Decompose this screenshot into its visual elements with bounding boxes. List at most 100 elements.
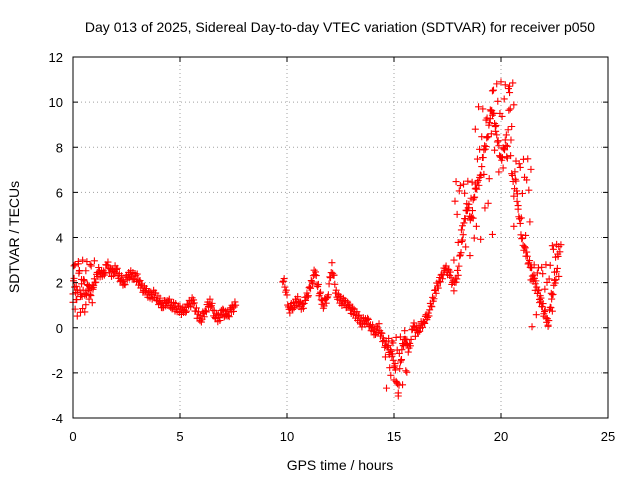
data-point	[453, 275, 461, 283]
data-point	[401, 335, 409, 343]
data-point	[70, 262, 78, 270]
data-point	[521, 243, 529, 251]
data-point	[481, 204, 489, 212]
data-point	[391, 360, 399, 368]
data-point	[517, 231, 525, 239]
data-point	[463, 207, 471, 215]
data-point	[531, 286, 539, 294]
y-tick-label: 2	[56, 276, 63, 291]
data-point	[514, 205, 522, 213]
data-point	[113, 264, 121, 272]
data-point	[429, 293, 437, 301]
data-point	[225, 312, 233, 320]
data-point	[299, 300, 307, 308]
data-point	[545, 317, 553, 325]
data-point	[513, 187, 521, 195]
data-point	[81, 308, 89, 316]
data-point	[516, 215, 524, 223]
data-point	[503, 142, 511, 150]
data-point	[530, 271, 538, 279]
data-point	[546, 261, 554, 269]
x-tick-label: 15	[387, 429, 401, 444]
data-point	[500, 95, 508, 103]
data-point	[517, 214, 525, 222]
data-point	[511, 168, 519, 176]
data-point	[330, 271, 338, 279]
data-point	[471, 125, 479, 133]
data-point	[511, 175, 519, 183]
y-tick-label: 12	[49, 50, 63, 65]
x-tick-label: 10	[280, 429, 294, 444]
data-point	[396, 333, 404, 341]
x-tick-label: 5	[176, 429, 183, 444]
data-point	[121, 281, 129, 289]
data-point	[506, 89, 514, 97]
data-point	[510, 222, 518, 230]
data-point	[516, 219, 524, 227]
data-point	[462, 243, 470, 251]
data-point	[480, 170, 488, 178]
data-point	[484, 133, 492, 141]
data-point	[394, 380, 402, 388]
data-point	[104, 258, 112, 266]
data-point	[536, 299, 544, 307]
data-point	[279, 278, 287, 286]
axis-ticks: 0 5 10 15 20 25 -4 -2 0 2 4 6 8 10 12	[49, 50, 616, 444]
data-point	[73, 312, 81, 320]
data-point	[88, 299, 96, 307]
data-point	[182, 307, 190, 315]
data-point	[312, 272, 320, 280]
data-point	[548, 242, 556, 250]
data-point	[72, 296, 80, 304]
data-point	[294, 293, 302, 301]
data-point	[508, 172, 516, 180]
data-point	[403, 368, 411, 376]
data-point	[90, 257, 98, 265]
data-point	[424, 309, 432, 317]
data-point	[470, 234, 478, 242]
data-point	[74, 257, 82, 265]
data-point	[156, 294, 164, 302]
data-point	[387, 371, 395, 379]
data-point	[394, 389, 402, 397]
data-point	[454, 271, 462, 279]
data-point	[499, 164, 507, 172]
data-point	[328, 259, 336, 267]
data-point	[539, 270, 547, 278]
data-point	[541, 285, 549, 293]
data-point	[454, 238, 462, 246]
data-point	[289, 305, 297, 313]
data-point	[86, 290, 94, 298]
data-point	[136, 277, 144, 285]
data-point	[364, 314, 372, 322]
data-point	[397, 356, 405, 364]
data-point	[432, 289, 440, 297]
data-point	[486, 115, 494, 123]
data-point	[485, 175, 493, 183]
data-point	[310, 266, 318, 274]
data-point	[364, 315, 372, 323]
data-point	[282, 286, 290, 294]
data-point	[473, 155, 481, 163]
data-point	[428, 303, 436, 311]
data-point	[182, 308, 190, 316]
data-point	[526, 257, 534, 265]
data-point	[386, 364, 394, 372]
data-point	[502, 141, 510, 149]
data-point	[503, 153, 511, 161]
data-point	[73, 286, 81, 294]
data-point	[395, 349, 403, 357]
data-point	[353, 308, 361, 316]
data-point	[450, 256, 458, 264]
data-point	[493, 131, 501, 139]
x-tick-label: 20	[494, 429, 508, 444]
data-point	[87, 292, 95, 300]
data-point	[482, 142, 490, 150]
data-point	[518, 235, 526, 243]
data-point	[349, 304, 357, 312]
data-point	[312, 268, 320, 276]
data-point	[527, 165, 535, 173]
data-point	[488, 87, 496, 95]
data-point	[549, 245, 557, 253]
data-point	[411, 332, 419, 340]
